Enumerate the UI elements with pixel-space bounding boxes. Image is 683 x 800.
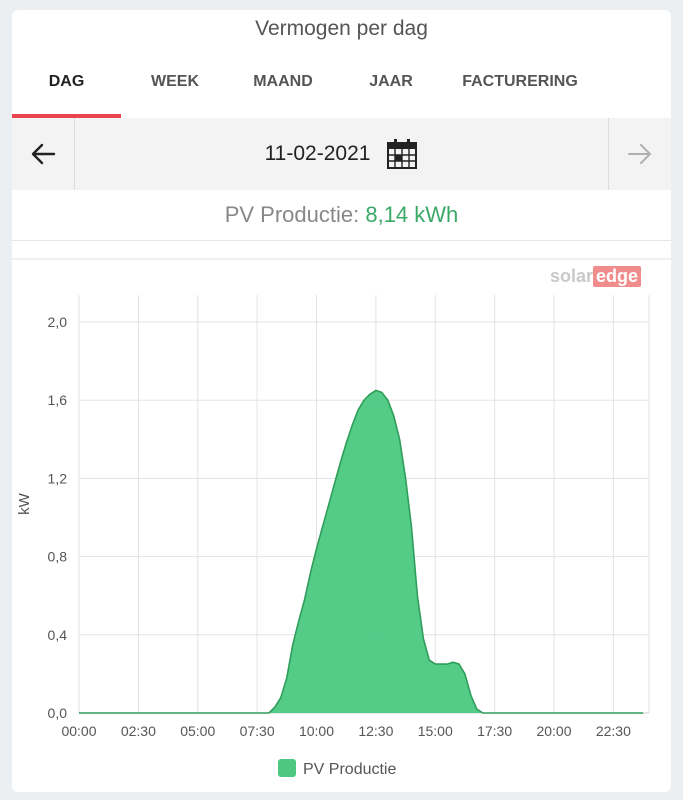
arrow-left-icon (31, 143, 56, 165)
date-display[interactable]: 11-02-2021 (74, 118, 609, 190)
solaredge-logo: solar edge (550, 264, 642, 288)
pv-production-area (79, 390, 644, 713)
y-axis-label: kW (16, 492, 33, 515)
pv-production-summary: PV Productie: 8,14 kWh (12, 192, 671, 238)
y-tick-label: 1,2 (48, 470, 68, 486)
x-tick-label: 15:00 (418, 723, 453, 739)
period-tabs: DAG WEEK MAAND JAAR FACTURERING (12, 60, 671, 128)
legend-swatch (278, 759, 296, 777)
x-tick-label: 12:30 (358, 723, 393, 739)
arrow-right-icon (628, 144, 651, 164)
y-tick-label: 0,0 (48, 705, 68, 721)
y-tick-label: 0,4 (48, 627, 68, 643)
x-tick-label: 22:30 (596, 723, 631, 739)
tab-year[interactable]: JAAR (369, 73, 413, 90)
previous-day-button[interactable] (12, 118, 75, 190)
y-tick-label: 0,8 (48, 549, 68, 565)
next-day-button[interactable] (608, 118, 671, 190)
divider (12, 258, 671, 260)
y-tick-label: 2,0 (48, 314, 68, 330)
active-tab-indicator (12, 114, 121, 118)
date-navigator: 11-02-2021 (12, 118, 671, 190)
current-date: 11-02-2021 (264, 142, 371, 165)
summary-value: 8,14 kWh (365, 202, 459, 227)
logo-text-solar: solar (550, 265, 594, 286)
x-tick-label: 00:00 (61, 723, 96, 739)
summary-label: PV Productie: (224, 202, 360, 227)
divider (12, 240, 671, 241)
x-tick-label: 05:00 (180, 723, 215, 739)
y-tick-label: 1,6 (48, 392, 68, 408)
x-tick-label: 20:00 (536, 723, 571, 739)
tab-month[interactable]: MAAND (253, 73, 313, 90)
legend-label: PV Productie (303, 761, 396, 778)
pv-production-line (79, 389, 644, 714)
page-title: Vermogen per dag (255, 17, 428, 40)
logo-text-edge: edge (593, 265, 642, 287)
tab-billing[interactable]: FACTURERING (462, 73, 578, 90)
x-tick-label: 10:00 (299, 723, 334, 739)
x-tick-label: 17:30 (477, 723, 512, 739)
tab-day[interactable]: DAG (48, 73, 85, 90)
x-tick-label: 07:30 (240, 723, 275, 739)
tab-week[interactable]: WEEK (151, 73, 199, 90)
power-chart: 0,0 0,4 0,8 1,2 1,6 2,0 00:00 02:30 05:00 07:30 10… (16, 295, 650, 778)
calendar-icon[interactable] (386, 138, 418, 170)
x-tick-label: 02:30 (121, 723, 156, 739)
